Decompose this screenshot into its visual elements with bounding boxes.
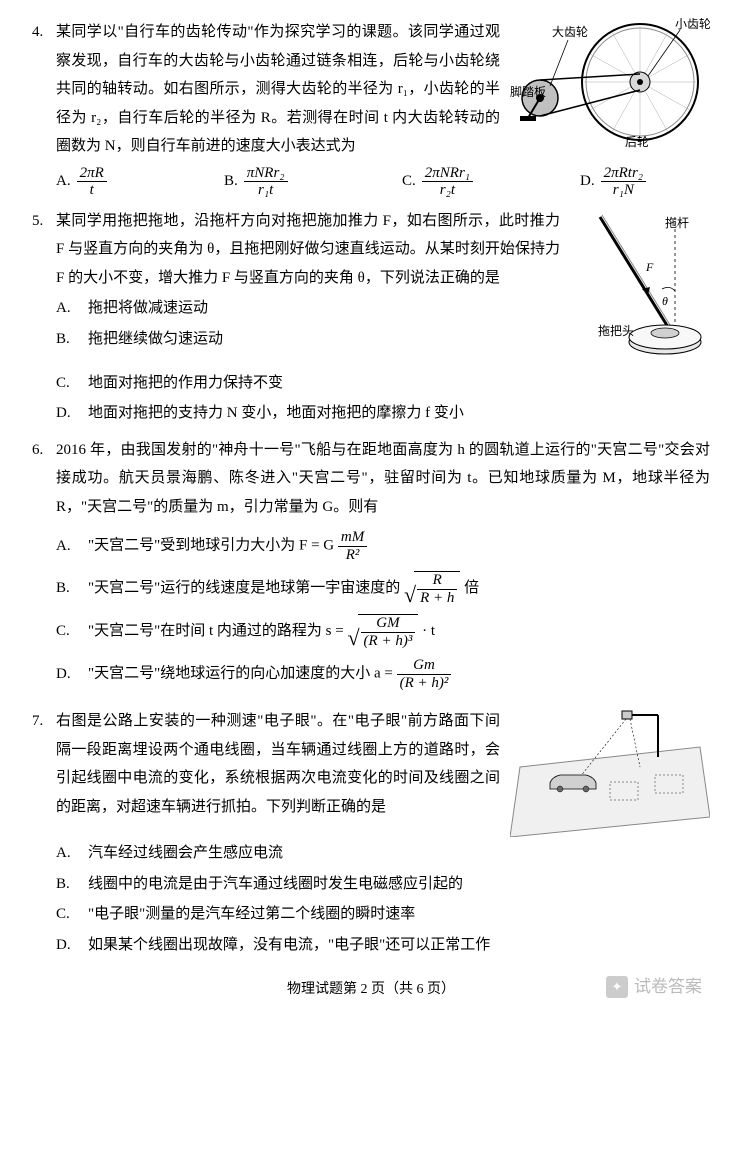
question-number: 7. [32, 707, 56, 959]
options-q4: A. 2πRt B. πNRr₂r₁t C. 2πNRr₁r₂t D. 2πRt… [56, 165, 710, 199]
pedal-label: 脚踏板 [510, 84, 546, 99]
question-body: 2016 年，由我国发射的"神舟十一号"飞船与在距地面高度为 h 的圆轨道上运行… [56, 436, 710, 700]
option-c: C. "天宫二号"在时间 t 内通过的路程为 s = √GM(R + h)³ ·… [56, 614, 710, 649]
question-5: 5. 某同学用拖把拖地，沿拖杆方向对拖把施加推力 F，如右图所示，此时推力 F … [32, 207, 710, 428]
handle-label: 拖杆 [665, 216, 689, 230]
question-text: 某同学用拖把拖地，沿拖杆方向对拖把施加推力 F，如右图所示，此时推力 F 与竖直… [56, 207, 560, 293]
theta-label: θ [662, 294, 668, 308]
option-d: D. 2πRtr₂r₁N [580, 165, 646, 199]
option-c: C."电子眼"测量的是汽车经过第二个线圈的瞬时速率 [56, 900, 710, 929]
bicycle-diagram: 大齿轮 小齿轮 脚踏板 后轮 [510, 18, 710, 161]
question-body: 某同学以"自行车的齿轮传动"作为探究学习的课题。该同学通过观察发现，自行车的大齿… [56, 18, 710, 199]
option-a: A.拖把将做减速运动 [56, 294, 560, 323]
speed-camera-diagram [510, 707, 710, 837]
question-6: 6. 2016 年，由我国发射的"神舟十一号"飞船与在距地面高度为 h 的圆轨道… [32, 436, 710, 700]
option-d: D.地面对拖把的支持力 N 变小，地面对拖把的摩擦力 f 变小 [56, 399, 710, 428]
small-gear-label: 小齿轮 [675, 18, 710, 31]
option-c: C.地面对拖把的作用力保持不变 [56, 369, 710, 398]
wechat-icon: ✦ [606, 976, 628, 998]
mophead-label: 拖把头 [598, 324, 634, 338]
option-a: A. "天宫二号"受到地球引力大小为 F = G mMR² [56, 529, 710, 563]
option-b: B.线圈中的电流是由于汽车通过线圈时发生电磁感应引起的 [56, 870, 710, 899]
mop-diagram: 拖杆 F θ 拖把头 [570, 207, 710, 367]
force-label: F [645, 260, 654, 274]
option-d: D.如果某个线圈出现故障，没有电流，"电子眼"还可以正常工作 [56, 931, 710, 960]
question-text: 2016 年，由我国发射的"神舟十一号"飞船与在距地面高度为 h 的圆轨道上运行… [56, 436, 710, 522]
question-4: 4. 某同学以"自行车的齿轮传动"作为探究学习的课题。该同学通过观察发现，自行车… [32, 18, 710, 199]
option-d: D. "天宫二号"绕地球运行的向心加速度的大小 a = Gm(R + h)² [56, 657, 710, 691]
question-7: 7. 右图是公路上安装的一种测速"电子眼"。在"电子眼"前方路面下间隔一段距离埋… [32, 707, 710, 959]
watermark-text: 试卷答案 [634, 971, 702, 1003]
question-number: 4. [32, 18, 56, 199]
question-text: 某同学以"自行车的齿轮传动"作为探究学习的课题。该同学通过观察发现，自行车的大齿… [56, 18, 500, 161]
option-b: B.拖把继续做匀速运动 [56, 325, 560, 354]
watermark: ✦ 试卷答案 [606, 971, 702, 1003]
question-number: 5. [32, 207, 56, 428]
option-a: A. 2πRt [56, 165, 216, 199]
option-b: B. πNRr₂r₁t [224, 165, 394, 199]
question-body: 某同学用拖把拖地，沿拖杆方向对拖把施加推力 F，如右图所示，此时推力 F 与竖直… [56, 207, 710, 428]
option-c: C. 2πNRr₁r₂t [402, 165, 572, 199]
big-gear-label: 大齿轮 [552, 25, 588, 39]
option-a: A.汽车经过线圈会产生感应电流 [56, 839, 710, 868]
question-text: 右图是公路上安装的一种测速"电子眼"。在"电子眼"前方路面下间隔一段距离埋设两个… [56, 707, 500, 837]
rear-wheel-label: 后轮 [625, 135, 649, 148]
question-number: 6. [32, 436, 56, 700]
option-b: B. "天宫二号"运行的线速度是地球第一宇宙速度的 √RR + h 倍 [56, 571, 710, 606]
question-body: 右图是公路上安装的一种测速"电子眼"。在"电子眼"前方路面下间隔一段距离埋设两个… [56, 707, 710, 959]
